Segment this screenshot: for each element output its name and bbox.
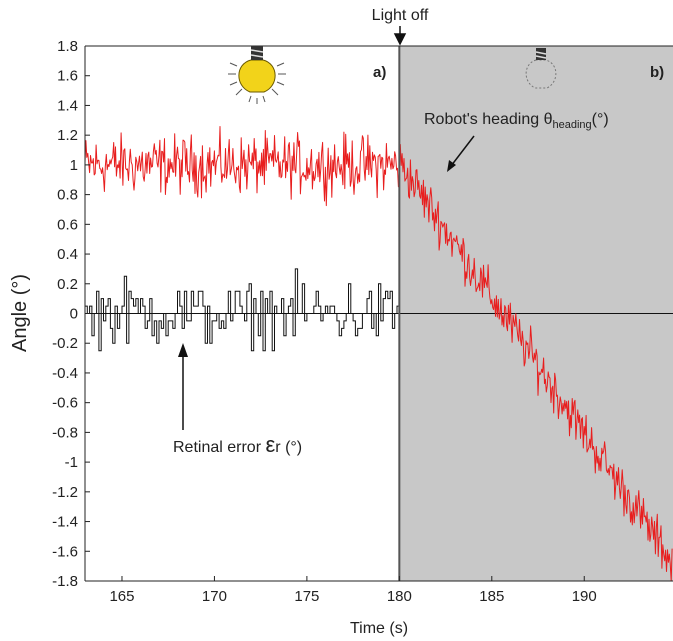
y-tick-label: -0.2 [52,335,78,352]
x-ticks: 165 170 175 180 185 190 [109,576,597,605]
y-ticks: 1.8 1.6 1.4 1.2 1 0.8 0.6 0.4 0.2 0 -0.2 -0.4 -0.6 -0… [52,38,90,590]
y-tick-label: -0.4 [52,365,78,382]
y-tick-label: -1.2 [52,484,78,501]
x-tick-label: 165 [109,588,134,605]
y-tick-label: -1.4 [52,514,78,531]
light-off-label: Light off [372,7,429,24]
y-tick-label: -1 [65,454,78,471]
y-tick-label: 1 [70,157,78,174]
y-tick-label: -0.6 [52,395,78,412]
y-tick-label: 1.4 [57,97,78,114]
heading-annotation: Robot's heading θheading(°) [424,111,609,131]
x-axis-title: Time (s) [350,620,408,637]
panel-label-a: a) [373,64,386,81]
y-tick-label: -1.6 [52,543,78,560]
bulb-off-icon [525,48,557,89]
y-tick-label: 0.4 [57,246,78,263]
y-axis-title: Angle (°) [9,274,31,352]
bulb-lit-icon [228,46,286,104]
y-tick-label: -0.8 [52,424,78,441]
y-tick-label: 0 [70,306,78,323]
panel-label-b: b) [650,64,664,81]
y-tick-label: 0.2 [57,276,78,293]
x-tick-label: 170 [202,588,227,605]
retinal-error-annotation: Retinal error εr (°) [173,432,302,457]
retinal-error-series-line [85,268,400,352]
x-tick-label: 190 [572,588,597,605]
light-off-arrow [393,26,407,46]
x-tick-label: 175 [294,588,319,605]
y-tick-label: 0.6 [57,216,78,233]
y-tick-label: -1.8 [52,573,78,590]
retinal-error-annotation-arrowhead [178,343,188,357]
heading-series-line [85,126,673,581]
heading-annotation-arrowhead [447,160,456,172]
y-tick-label: 1.2 [57,127,78,144]
y-tick-label: 0.8 [57,187,78,204]
y-tick-label: 1.6 [57,68,78,85]
x-tick-label: 180 [387,588,412,605]
x-tick-label: 185 [479,588,504,605]
y-tick-label: 1.8 [57,38,78,55]
heading-annotation-arrow [450,135,475,167]
